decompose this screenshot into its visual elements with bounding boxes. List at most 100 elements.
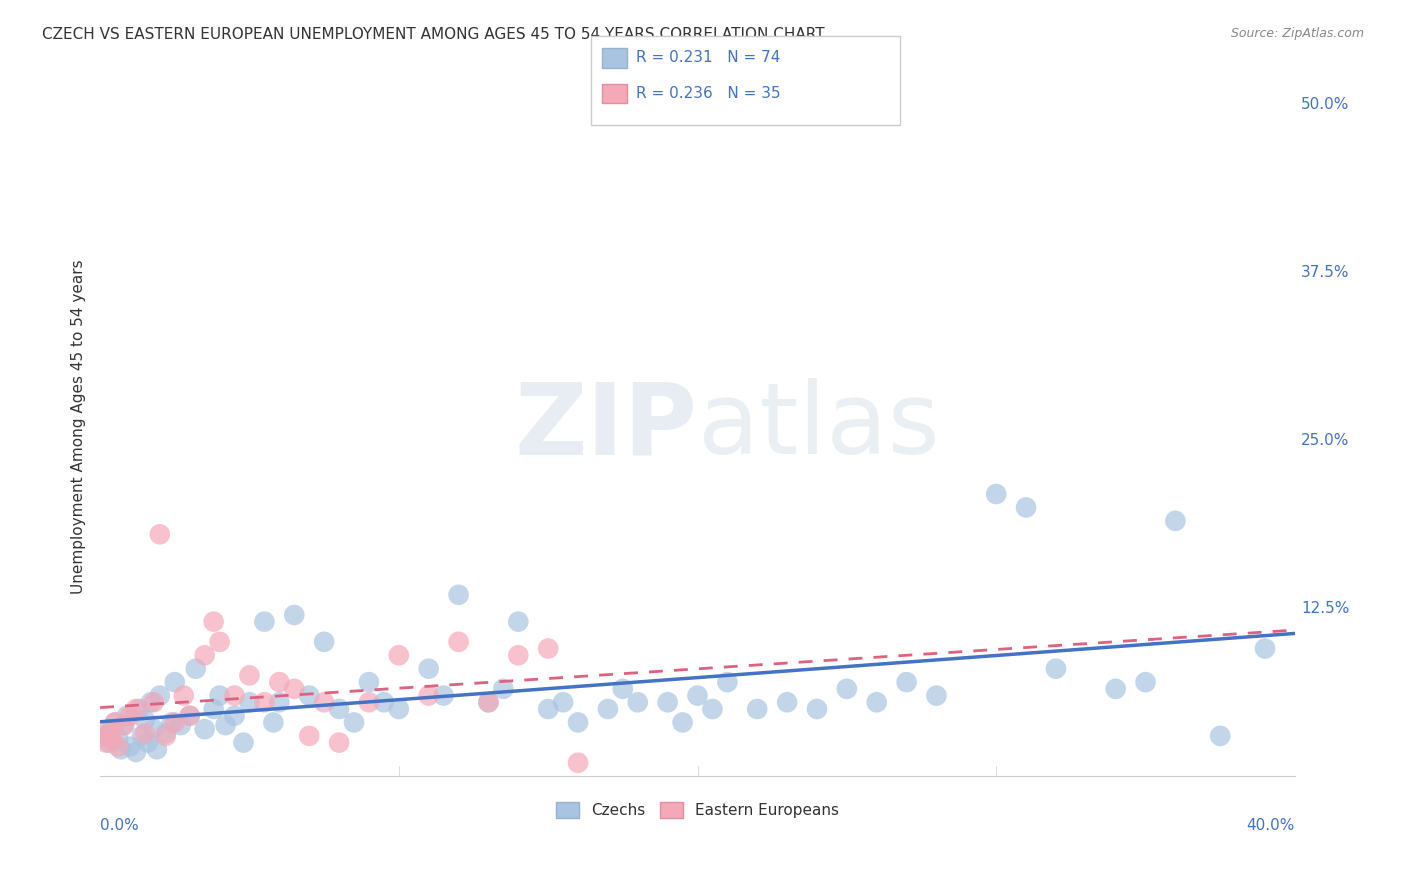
- Point: [716, 675, 738, 690]
- Point: [925, 689, 948, 703]
- Point: [224, 708, 246, 723]
- Point: [1045, 662, 1067, 676]
- Point: [194, 648, 217, 663]
- Text: Source: ZipAtlas.com: Source: ZipAtlas.com: [1230, 27, 1364, 40]
- Point: [146, 742, 169, 756]
- Point: [253, 615, 276, 629]
- Point: [357, 695, 380, 709]
- Point: [91, 729, 114, 743]
- Point: [686, 689, 709, 703]
- Point: [115, 708, 138, 723]
- Point: [388, 702, 411, 716]
- Point: [388, 648, 411, 663]
- Point: [492, 681, 515, 696]
- Point: [508, 648, 530, 663]
- Point: [202, 615, 225, 629]
- Point: [433, 689, 456, 703]
- Point: [747, 702, 769, 716]
- Point: [253, 695, 276, 709]
- Point: [418, 689, 440, 703]
- Point: [214, 718, 236, 732]
- Point: [596, 702, 619, 716]
- Text: atlas: atlas: [697, 378, 939, 475]
- Point: [179, 708, 201, 723]
- Point: [101, 731, 124, 746]
- Point: [170, 718, 193, 732]
- Point: [128, 702, 150, 716]
- Point: [835, 681, 858, 696]
- Point: [232, 736, 254, 750]
- Point: [142, 695, 165, 709]
- Text: 40.0%: 40.0%: [1247, 818, 1295, 833]
- Point: [447, 635, 470, 649]
- Point: [702, 702, 724, 716]
- Point: [125, 745, 148, 759]
- Point: [551, 695, 574, 709]
- Point: [657, 695, 679, 709]
- Point: [896, 675, 918, 690]
- Point: [806, 702, 828, 716]
- Point: [110, 742, 132, 756]
- Text: 37.5%: 37.5%: [1301, 265, 1350, 280]
- Point: [1135, 675, 1157, 690]
- Point: [567, 756, 589, 770]
- Point: [262, 715, 284, 730]
- Point: [163, 675, 186, 690]
- Point: [269, 675, 291, 690]
- Text: 50.0%: 50.0%: [1301, 97, 1350, 112]
- Point: [283, 681, 305, 696]
- Point: [537, 641, 560, 656]
- Point: [101, 722, 124, 736]
- Point: [567, 715, 589, 730]
- Point: [283, 607, 305, 622]
- Point: [418, 662, 440, 676]
- Point: [671, 715, 693, 730]
- Point: [194, 722, 217, 736]
- Point: [477, 695, 499, 709]
- Point: [112, 718, 135, 732]
- Point: [447, 588, 470, 602]
- Text: R = 0.231   N = 74: R = 0.231 N = 74: [636, 51, 780, 65]
- Point: [155, 729, 177, 743]
- Point: [173, 689, 195, 703]
- Point: [134, 726, 156, 740]
- Point: [112, 718, 135, 732]
- Point: [627, 695, 650, 709]
- Point: [163, 715, 186, 730]
- Point: [1164, 514, 1187, 528]
- Point: [118, 739, 141, 754]
- Point: [238, 668, 260, 682]
- Point: [155, 726, 177, 740]
- Text: 25.0%: 25.0%: [1301, 433, 1350, 448]
- Point: [373, 695, 395, 709]
- Point: [107, 731, 129, 746]
- Point: [986, 487, 1008, 501]
- Point: [1104, 681, 1126, 696]
- Point: [866, 695, 889, 709]
- Point: [184, 662, 207, 676]
- Point: [94, 729, 117, 743]
- Point: [107, 739, 129, 754]
- Legend: Czechs, Eastern Europeans: Czechs, Eastern Europeans: [550, 797, 845, 824]
- Point: [208, 689, 231, 703]
- Point: [343, 715, 366, 730]
- Point: [238, 695, 260, 709]
- Point: [208, 635, 231, 649]
- Point: [131, 729, 153, 743]
- Point: [269, 695, 291, 709]
- Point: [179, 708, 201, 723]
- Point: [94, 736, 117, 750]
- Text: 0.0%: 0.0%: [100, 818, 139, 833]
- Point: [477, 695, 499, 709]
- Point: [776, 695, 799, 709]
- Point: [537, 702, 560, 716]
- Text: CZECH VS EASTERN EUROPEAN UNEMPLOYMENT AMONG AGES 45 TO 54 YEARS CORRELATION CHA: CZECH VS EASTERN EUROPEAN UNEMPLOYMENT A…: [42, 27, 825, 42]
- Point: [160, 715, 183, 730]
- Point: [357, 675, 380, 690]
- Point: [224, 689, 246, 703]
- Point: [298, 689, 321, 703]
- Point: [134, 713, 156, 727]
- Point: [612, 681, 634, 696]
- Point: [142, 722, 165, 736]
- Point: [508, 615, 530, 629]
